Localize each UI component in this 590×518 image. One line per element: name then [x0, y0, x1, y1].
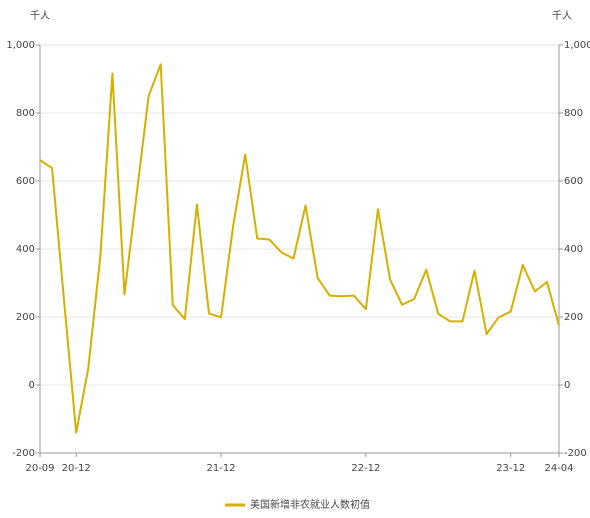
y2-tick-label: -200: [564, 448, 587, 459]
x-tick-label: 23-12: [496, 463, 525, 474]
x-tick-label: 20-09: [25, 463, 54, 474]
y2-unit: 千人: [552, 10, 572, 22]
y2-tick-label: 200: [564, 312, 583, 323]
y2-tick-label: 1,000: [564, 40, 590, 51]
y2-tick-label: 400: [564, 244, 583, 255]
y-tick-label: 1,000: [6, 40, 35, 51]
y-tick-label: 800: [16, 108, 35, 119]
y-tick-label: -200: [12, 448, 35, 459]
x-tick-label: 22-12: [351, 463, 380, 474]
series-line: [39, 63, 560, 434]
legend-label: 美国新增非农就业人数初值: [250, 498, 370, 511]
x-tick-label: 21-12: [207, 463, 236, 474]
y-tick-label: 0: [29, 380, 35, 391]
y2-tick-label: 600: [564, 176, 583, 187]
y-tick-label: 600: [16, 176, 35, 187]
y-tick-label: 200: [16, 312, 35, 323]
x-tick-label: 20-12: [62, 463, 91, 474]
x-tick-label: 24-04: [544, 463, 573, 474]
y2-tick-label: 800: [564, 108, 583, 119]
y-tick-label: 400: [16, 244, 35, 255]
y2-tick-label: 0: [564, 380, 570, 391]
y-unit: 千人: [30, 10, 50, 22]
